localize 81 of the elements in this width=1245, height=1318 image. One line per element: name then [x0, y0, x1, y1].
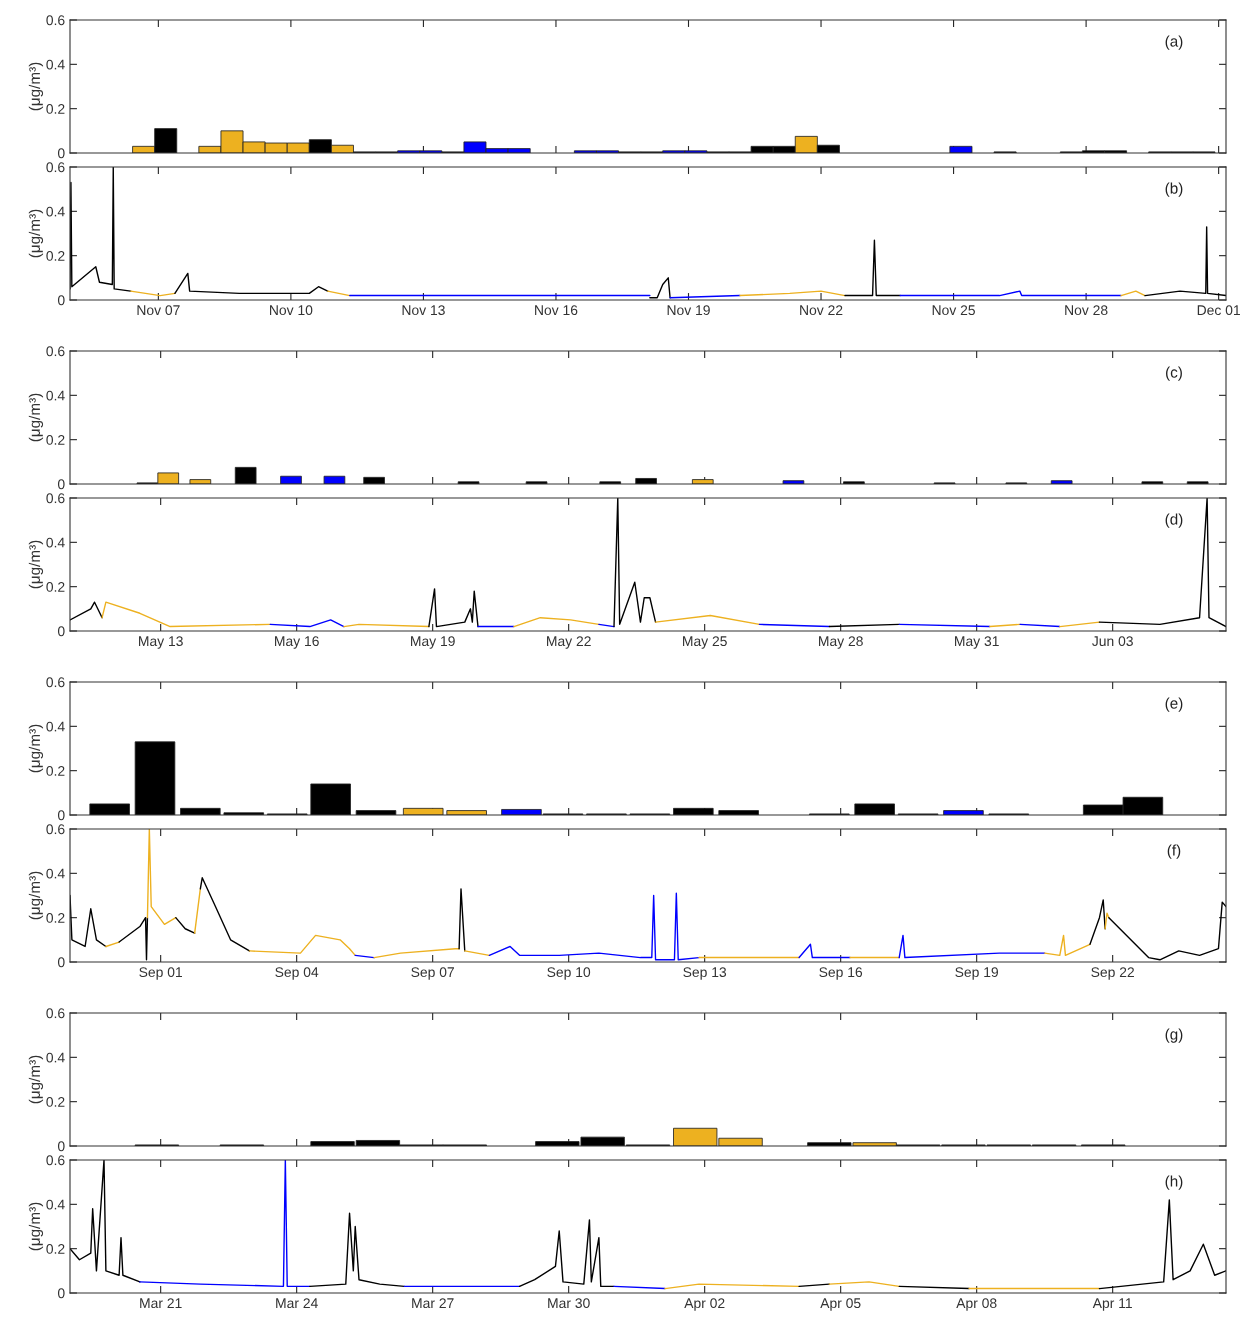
- x-tick-label: Nov 16: [535, 305, 578, 316]
- x-tick-label: Mar 21: [140, 1298, 182, 1309]
- y-tick-label: 0: [57, 1288, 65, 1299]
- y-tick-label: 0: [57, 295, 65, 306]
- y-tick-label: 0.2: [46, 435, 65, 445]
- annotation: (g): [1165, 1028, 1183, 1043]
- x-tick-label: May 13: [139, 636, 183, 649]
- y-tick-label: 0.2: [46, 104, 65, 114]
- y-axis-title: (μg/m³): [28, 871, 44, 920]
- annotation: (e): [1165, 697, 1183, 712]
- x-tick-label: Sep 07: [411, 967, 454, 980]
- x-tick-label: Sep 01: [139, 967, 182, 980]
- y-axis-title: (μg/m³): [28, 1055, 44, 1104]
- y-tick-label: 0: [57, 479, 65, 490]
- annotation: (d): [1165, 513, 1183, 528]
- y-tick-label: 0.6: [46, 1008, 65, 1019]
- y-tick-label: 0: [57, 626, 65, 637]
- x-tick-label: May 28: [819, 636, 863, 649]
- y-tick-label: 0.4: [46, 537, 65, 548]
- y-tick-label: 0.6: [46, 15, 65, 26]
- y-tick-label: 0.4: [46, 390, 65, 401]
- y-axis-title: (μg/m³): [28, 393, 44, 442]
- x-tick-label: May 22: [547, 636, 591, 649]
- y-axis-title: (μg/m³): [28, 209, 44, 258]
- annotation: (b): [1165, 182, 1183, 197]
- y-tick-label: 0.2: [46, 1097, 65, 1107]
- x-tick-label: May 16: [275, 636, 319, 649]
- x-tick-label: Sep 19: [955, 967, 999, 980]
- y-tick-label: 0.4: [46, 206, 65, 217]
- x-tick-label: Apr 08: [956, 1298, 997, 1311]
- y-axis-title: (μg/m³): [28, 62, 44, 111]
- x-tick-label: Sep 22: [1091, 967, 1134, 980]
- annotation: (a): [1165, 35, 1183, 50]
- y-tick-label: 0.2: [46, 913, 65, 923]
- x-tick-label: Nov 25: [932, 305, 975, 316]
- y-axis-title: (μg/m³): [28, 540, 44, 589]
- x-tick-label: Dec 01: [1197, 305, 1240, 316]
- x-tick-label: May 19: [411, 636, 455, 649]
- annotation: (f): [1167, 844, 1181, 859]
- y-tick-label: 0: [57, 1141, 65, 1152]
- x-tick-label: Mar 24: [276, 1298, 318, 1309]
- y-axis-title: (μg/m³): [28, 1202, 44, 1251]
- y-tick-label: 0.6: [46, 162, 65, 173]
- y-tick-label: 0.4: [46, 868, 65, 879]
- y-tick-label: 0.6: [46, 493, 65, 504]
- x-tick-label: May 31: [955, 636, 999, 649]
- x-tick-label: Nov 22: [800, 305, 843, 316]
- x-tick-label: May 25: [683, 636, 727, 649]
- y-tick-label: 0.4: [46, 721, 65, 732]
- y-tick-label: 0.2: [46, 766, 65, 776]
- y-axis-title: (μg/m³): [28, 724, 44, 773]
- x-tick-label: Sep 16: [819, 967, 863, 980]
- y-tick-label: 0.2: [46, 582, 65, 592]
- y-tick-label: 0.4: [46, 1052, 65, 1063]
- x-tick-label: Mar 30: [548, 1298, 590, 1309]
- x-tick-label: Apr 11: [1092, 1298, 1132, 1311]
- y-tick-label: 0.2: [46, 1244, 65, 1254]
- y-tick-label: 0: [57, 957, 65, 968]
- y-tick-label: 0.4: [46, 59, 65, 70]
- y-tick-label: 0: [57, 148, 65, 159]
- y-tick-label: 0.6: [46, 677, 65, 688]
- x-tick-label: Nov 10: [270, 305, 313, 316]
- x-tick-label: Sep 13: [683, 967, 727, 980]
- y-tick-label: 0.6: [46, 824, 65, 835]
- annotation: (h): [1165, 1175, 1183, 1190]
- y-tick-label: 0: [57, 810, 65, 821]
- x-tick-label: Apr 05: [820, 1298, 861, 1311]
- x-tick-label: Nov 28: [1065, 305, 1108, 316]
- y-tick-label: 0.2: [46, 251, 65, 261]
- x-tick-label: Jun 03: [1092, 636, 1133, 647]
- annotation: (c): [1166, 366, 1182, 381]
- y-tick-label: 0.4: [46, 1199, 65, 1210]
- x-tick-label: Apr 02: [684, 1298, 725, 1311]
- x-tick-label: Mar 27: [412, 1298, 454, 1309]
- y-tick-label: 0.6: [46, 346, 65, 357]
- y-tick-label: 0.6: [46, 1155, 65, 1166]
- x-tick-label: Nov 19: [667, 305, 710, 316]
- x-tick-label: Sep 10: [547, 967, 591, 980]
- x-tick-label: Sep 04: [275, 967, 319, 980]
- x-tick-label: Nov 13: [402, 305, 445, 316]
- x-tick-label: Nov 07: [137, 305, 180, 316]
